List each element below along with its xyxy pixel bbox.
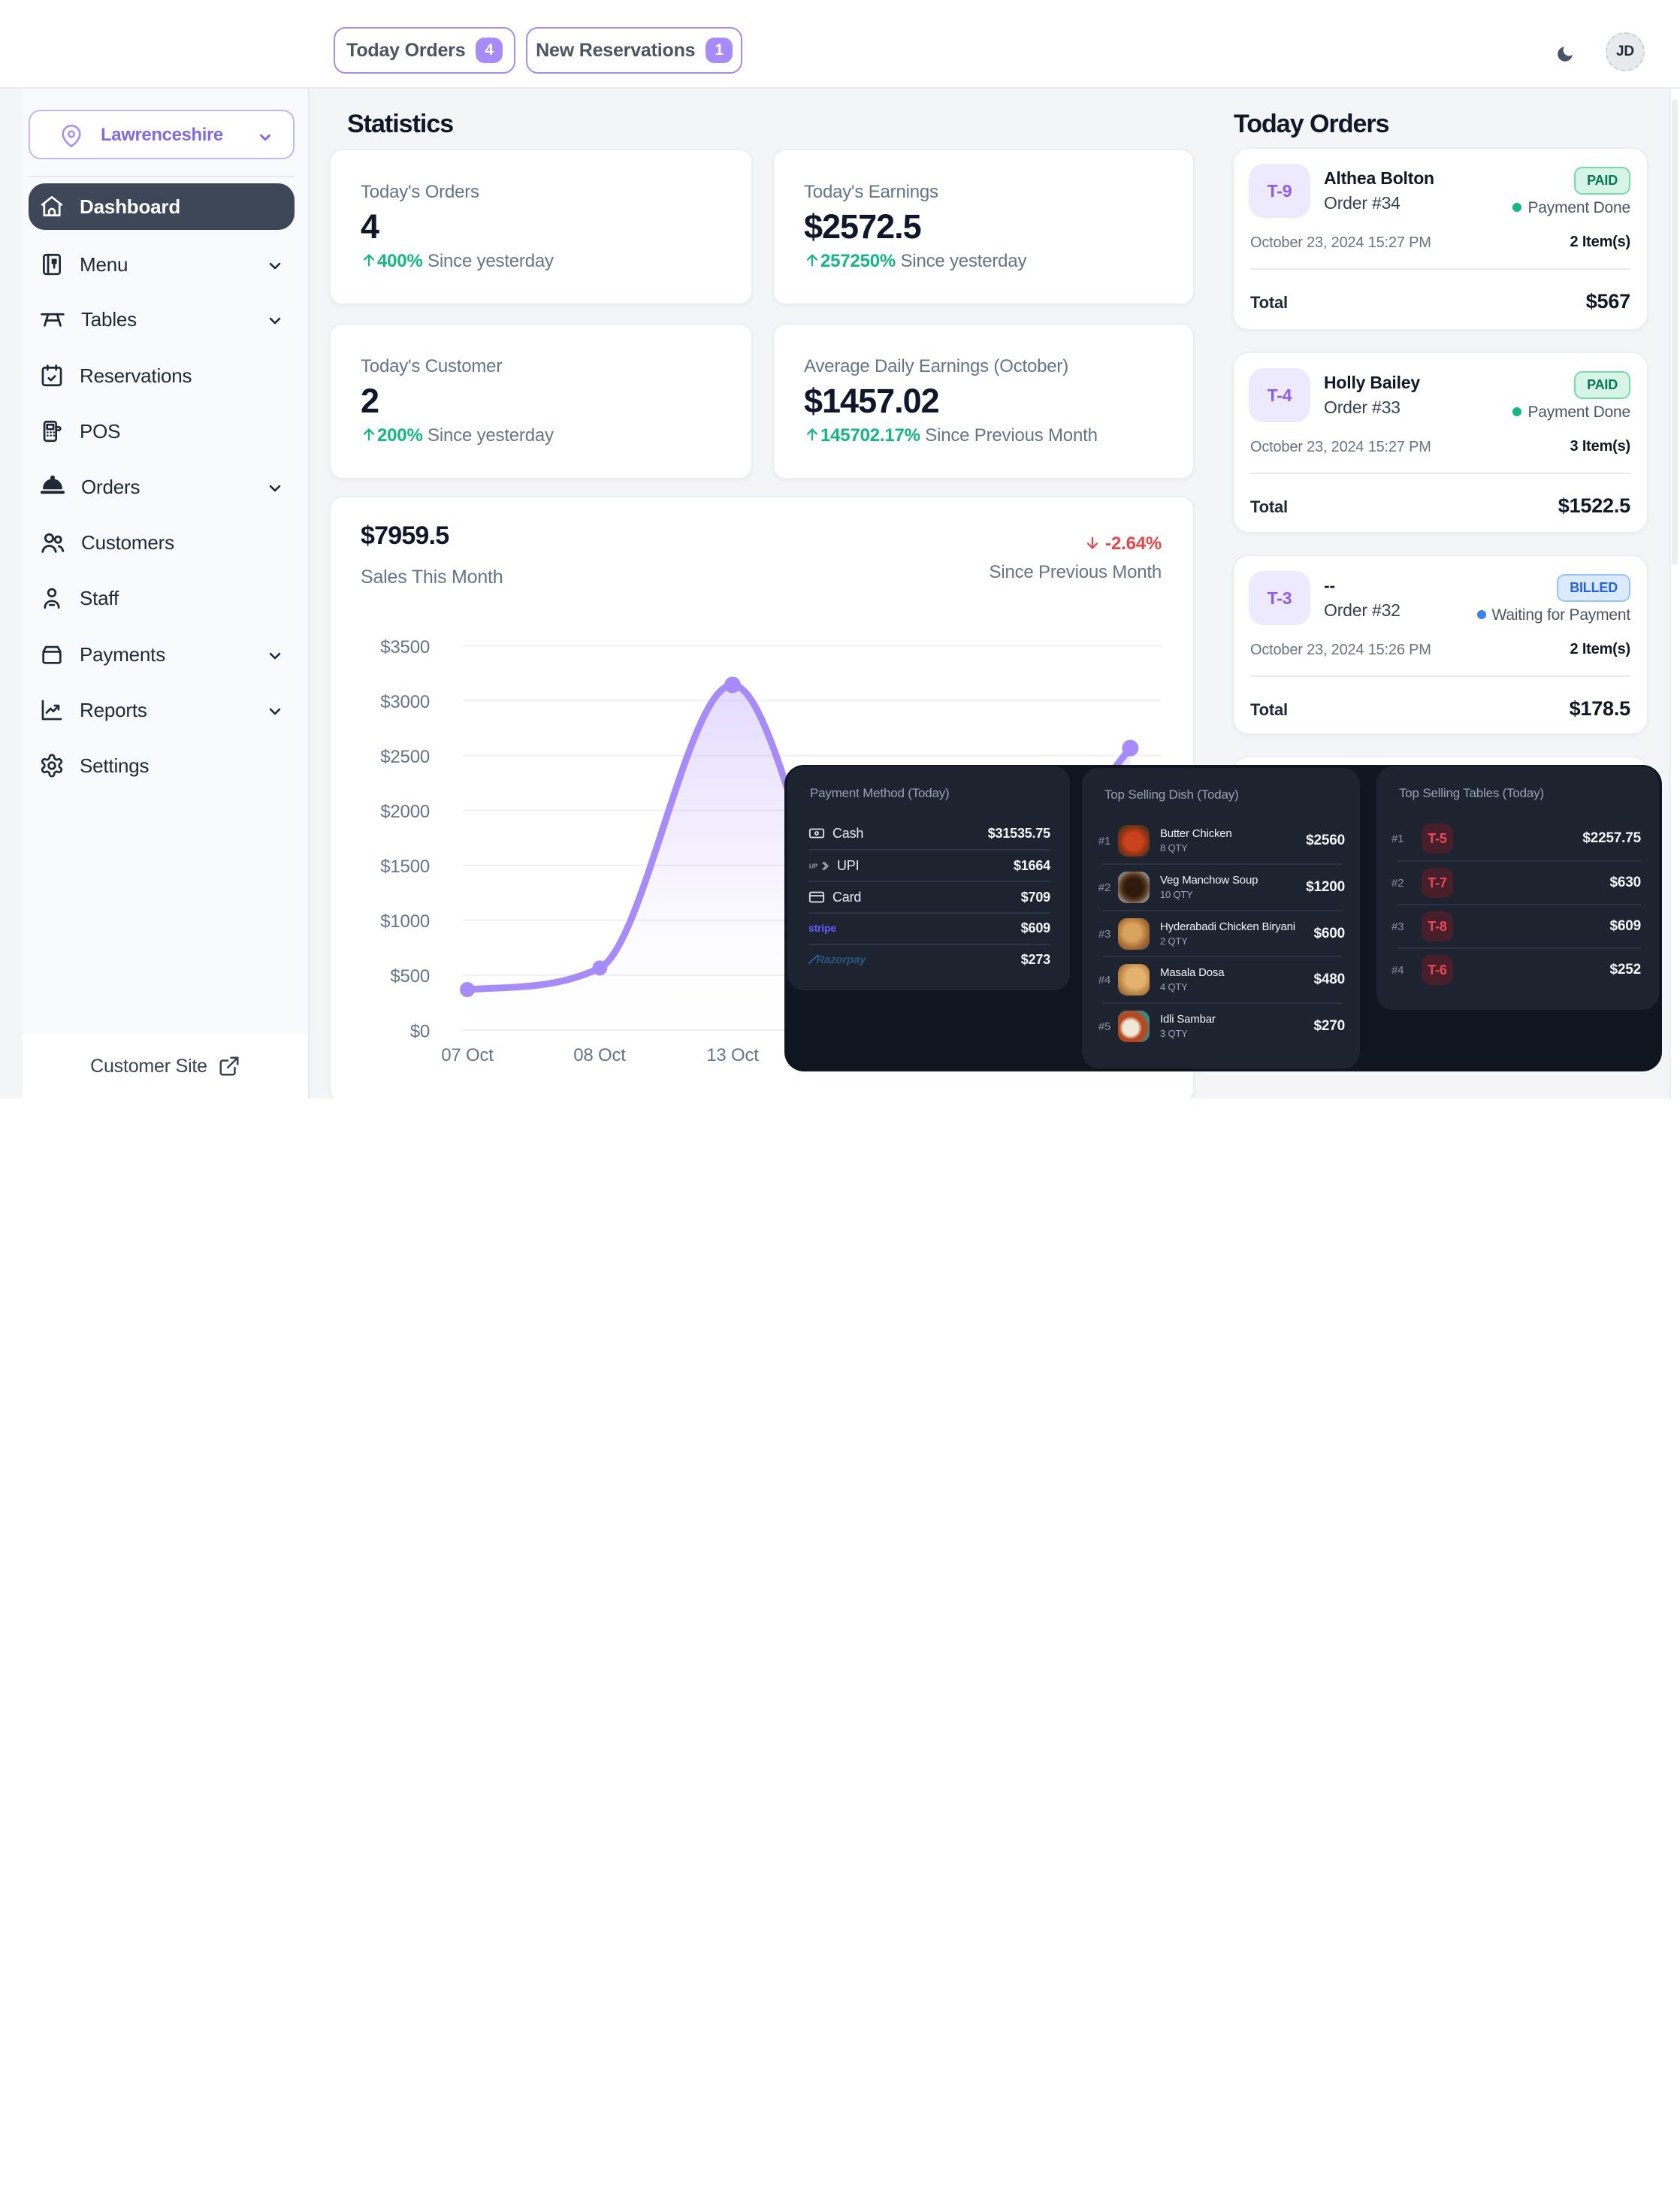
svg-text:$500: $500 <box>390 966 430 987</box>
svg-text:$0: $0 <box>410 1021 430 1041</box>
svg-text:08 Oct: 08 Oct <box>573 1045 626 1065</box>
svg-text:$3000: $3000 <box>380 692 430 712</box>
svg-text:$2000: $2000 <box>380 802 430 822</box>
svg-text:$1500: $1500 <box>380 857 430 877</box>
svg-text:07 Oct: 07 Oct <box>441 1045 494 1065</box>
svg-text:$3500: $3500 <box>380 637 430 657</box>
svg-text:$2500: $2500 <box>380 747 430 767</box>
svg-text:$1000: $1000 <box>380 911 430 932</box>
svg-text:13 Oct: 13 Oct <box>706 1045 759 1065</box>
svg-text:UP: UP <box>809 863 818 869</box>
